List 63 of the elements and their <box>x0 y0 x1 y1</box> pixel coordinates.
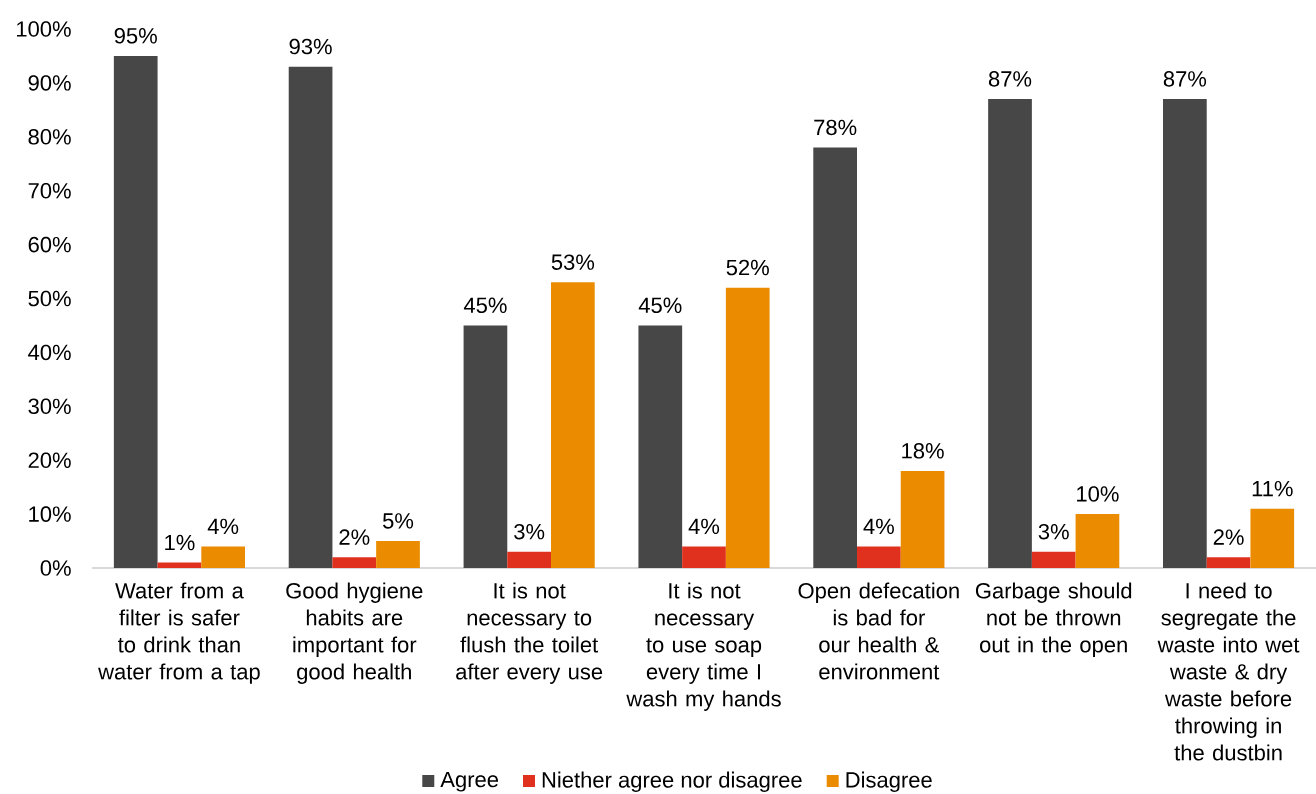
y-tick-label: 0% <box>40 560 71 576</box>
data-label: 10% <box>1077 486 1119 502</box>
bar <box>288 66 333 568</box>
x-tick-label: I need to segregate the waste into wet waste & dry waste before throwing in the dustbin <box>1157 582 1300 761</box>
bar <box>201 546 246 568</box>
legend-label: Disagree <box>846 771 932 793</box>
x-tick-label: It is not necessary to use soap every time I wash my hands <box>626 582 781 711</box>
bar <box>1075 514 1120 568</box>
y-tick-label: 70% <box>28 182 71 199</box>
data-label: 45% <box>638 297 682 314</box>
x-tick-label: Water from a filter is safer to drink than water from a tap <box>98 582 260 684</box>
bar <box>157 562 202 568</box>
bar <box>507 551 552 568</box>
y-tick-label: 80% <box>28 129 71 145</box>
bar <box>1163 99 1207 568</box>
data-label: 4% <box>207 518 239 535</box>
data-label: 4% <box>688 518 720 535</box>
y-tick-label: 20% <box>28 452 71 468</box>
y-tick-label: 40% <box>28 344 71 361</box>
data-label: 2% <box>339 529 370 545</box>
x-tick-label: It is not necessary to flush the toilet after every use <box>456 582 603 684</box>
bar <box>113 55 158 568</box>
data-label: 53% <box>551 254 595 270</box>
data-label: 1% <box>165 534 195 551</box>
data-label: 87% <box>1163 71 1207 87</box>
bar <box>1031 551 1076 568</box>
bar <box>1206 557 1251 568</box>
bar <box>857 546 901 568</box>
x-tick-label: Garbage should not be thrown out in the open <box>975 582 1132 657</box>
bar <box>551 282 595 568</box>
x-tick-label: Good hygiene habits are important for good health <box>286 582 423 684</box>
y-tick-label: 90% <box>28 75 71 91</box>
data-label: 3% <box>1038 523 1069 540</box>
bar <box>332 557 377 568</box>
y-tick-label: 100% <box>17 21 71 37</box>
y-tick-label: 10% <box>29 506 71 522</box>
legend-label: Agree <box>440 771 499 792</box>
bar <box>682 546 726 568</box>
bar <box>1250 508 1295 568</box>
y-tick-label: 50% <box>28 290 71 307</box>
legend-label: Niether agree nor disagree <box>542 771 802 793</box>
data-label: 5% <box>382 513 414 529</box>
bar <box>376 541 420 568</box>
x-tick-label: Open defecation is bad for our health & environment <box>798 582 959 680</box>
data-label: 93% <box>289 38 332 55</box>
bar <box>988 99 1032 568</box>
bar <box>463 325 508 568</box>
data-label: 87% <box>988 71 1032 87</box>
bar <box>638 325 683 568</box>
bar <box>813 147 858 568</box>
data-label: 95% <box>114 28 157 44</box>
data-label: 52% <box>726 259 769 276</box>
data-label: 3% <box>514 523 545 540</box>
y-tick-label: 60% <box>28 236 71 253</box>
data-label: 11% <box>1252 480 1293 497</box>
y-tick-label: 30% <box>28 398 71 415</box>
data-label: 78% <box>814 119 857 136</box>
data-label: 45% <box>463 297 507 314</box>
bar <box>725 287 770 568</box>
data-label: 4% <box>863 518 894 535</box>
data-label: 2% <box>1213 529 1244 545</box>
bar <box>900 470 945 568</box>
data-label: 18% <box>902 443 944 459</box>
